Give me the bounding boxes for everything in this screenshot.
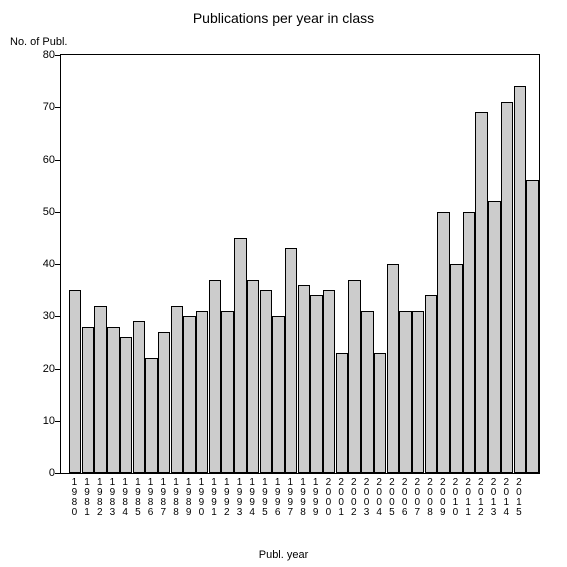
x-tick-label: 1986 bbox=[146, 478, 156, 518]
x-tick-label: 1980 bbox=[69, 478, 79, 518]
bar bbox=[361, 311, 373, 473]
y-tick-mark bbox=[55, 264, 60, 265]
x-tick-label: 1984 bbox=[120, 478, 130, 518]
x-tick-label: 1992 bbox=[222, 478, 232, 518]
bar bbox=[82, 327, 94, 473]
chart-container: Publications per year in class No. of Pu… bbox=[0, 0, 567, 567]
x-tick-label: 1990 bbox=[196, 478, 206, 518]
x-tick-label: 1989 bbox=[184, 478, 194, 518]
bar bbox=[145, 358, 157, 473]
bar bbox=[247, 280, 259, 473]
bar bbox=[514, 86, 526, 473]
x-tick-label: 2003 bbox=[362, 478, 372, 518]
bar bbox=[107, 327, 119, 473]
y-tick-label: 30 bbox=[15, 310, 55, 322]
bar bbox=[336, 353, 348, 473]
x-tick-label: 1981 bbox=[82, 478, 92, 518]
x-tick-label: 2001 bbox=[336, 478, 346, 518]
x-tick-label: 1993 bbox=[234, 478, 244, 518]
x-tick-label: 1991 bbox=[209, 478, 219, 518]
x-tick-label: 2004 bbox=[374, 478, 384, 518]
x-tick-label: 2008 bbox=[425, 478, 435, 518]
bar bbox=[272, 316, 284, 473]
bar bbox=[463, 212, 475, 473]
y-tick-label: 50 bbox=[15, 206, 55, 218]
bar bbox=[260, 290, 272, 473]
bar bbox=[171, 306, 183, 473]
y-tick-mark bbox=[55, 212, 60, 213]
bar bbox=[183, 316, 195, 473]
bar bbox=[94, 306, 106, 473]
plot-area bbox=[60, 54, 540, 474]
x-tick-label: 1996 bbox=[273, 478, 283, 518]
bar bbox=[310, 295, 322, 473]
x-tick-label: 1997 bbox=[285, 478, 295, 518]
bar bbox=[501, 102, 513, 473]
y-tick-label: 0 bbox=[15, 467, 55, 479]
bar bbox=[298, 285, 310, 473]
y-tick-mark bbox=[55, 316, 60, 317]
bar bbox=[526, 180, 538, 473]
bar bbox=[285, 248, 297, 473]
bar bbox=[412, 311, 424, 473]
x-tick-label: 1982 bbox=[95, 478, 105, 518]
x-tick-label: 2013 bbox=[489, 478, 499, 518]
bar bbox=[133, 321, 145, 473]
bar bbox=[425, 295, 437, 473]
x-tick-label: 1999 bbox=[311, 478, 321, 518]
bar bbox=[475, 112, 487, 473]
x-tick-label: 1988 bbox=[171, 478, 181, 518]
bar bbox=[488, 201, 500, 473]
y-tick-label: 10 bbox=[15, 415, 55, 427]
x-tick-label: 2015 bbox=[514, 478, 524, 518]
x-tick-label: 2007 bbox=[412, 478, 422, 518]
bar bbox=[323, 290, 335, 473]
y-tick-mark bbox=[55, 473, 60, 474]
bar bbox=[399, 311, 411, 473]
x-tick-label: 2010 bbox=[450, 478, 460, 518]
x-tick-label: 2009 bbox=[438, 478, 448, 518]
y-tick-mark bbox=[55, 369, 60, 370]
x-tick-label: 1994 bbox=[247, 478, 257, 518]
x-tick-label: 2005 bbox=[387, 478, 397, 518]
y-tick-label: 70 bbox=[15, 101, 55, 113]
bar bbox=[450, 264, 462, 473]
bar bbox=[120, 337, 132, 473]
bar bbox=[374, 353, 386, 473]
y-tick-label: 60 bbox=[15, 154, 55, 166]
x-tick-label: 2012 bbox=[476, 478, 486, 518]
y-tick-label: 20 bbox=[15, 363, 55, 375]
x-tick-label: 1983 bbox=[107, 478, 117, 518]
x-tick-label: 1985 bbox=[133, 478, 143, 518]
x-tick-label: 1987 bbox=[158, 478, 168, 518]
x-tick-label: 2006 bbox=[400, 478, 410, 518]
bar bbox=[234, 238, 246, 473]
bar bbox=[221, 311, 233, 473]
x-axis-label: Publ. year bbox=[0, 549, 567, 561]
x-tick-label: 2011 bbox=[463, 478, 473, 518]
x-tick-label: 1995 bbox=[260, 478, 270, 518]
x-tick-label: 2002 bbox=[349, 478, 359, 518]
y-tick-mark bbox=[55, 55, 60, 56]
x-tick-label: 1998 bbox=[298, 478, 308, 518]
bar bbox=[196, 311, 208, 473]
bar bbox=[387, 264, 399, 473]
y-tick-label: 40 bbox=[15, 258, 55, 270]
bar bbox=[348, 280, 360, 473]
chart-title: Publications per year in class bbox=[0, 10, 567, 26]
y-axis-label: No. of Publ. bbox=[10, 36, 67, 48]
bar bbox=[209, 280, 221, 473]
bar bbox=[158, 332, 170, 473]
y-tick-mark bbox=[55, 107, 60, 108]
bar bbox=[69, 290, 81, 473]
y-tick-mark bbox=[55, 421, 60, 422]
y-tick-mark bbox=[55, 160, 60, 161]
y-tick-label: 80 bbox=[15, 49, 55, 61]
x-tick-label: 2014 bbox=[501, 478, 511, 518]
x-tick-label: 2000 bbox=[323, 478, 333, 518]
bar bbox=[437, 212, 449, 473]
